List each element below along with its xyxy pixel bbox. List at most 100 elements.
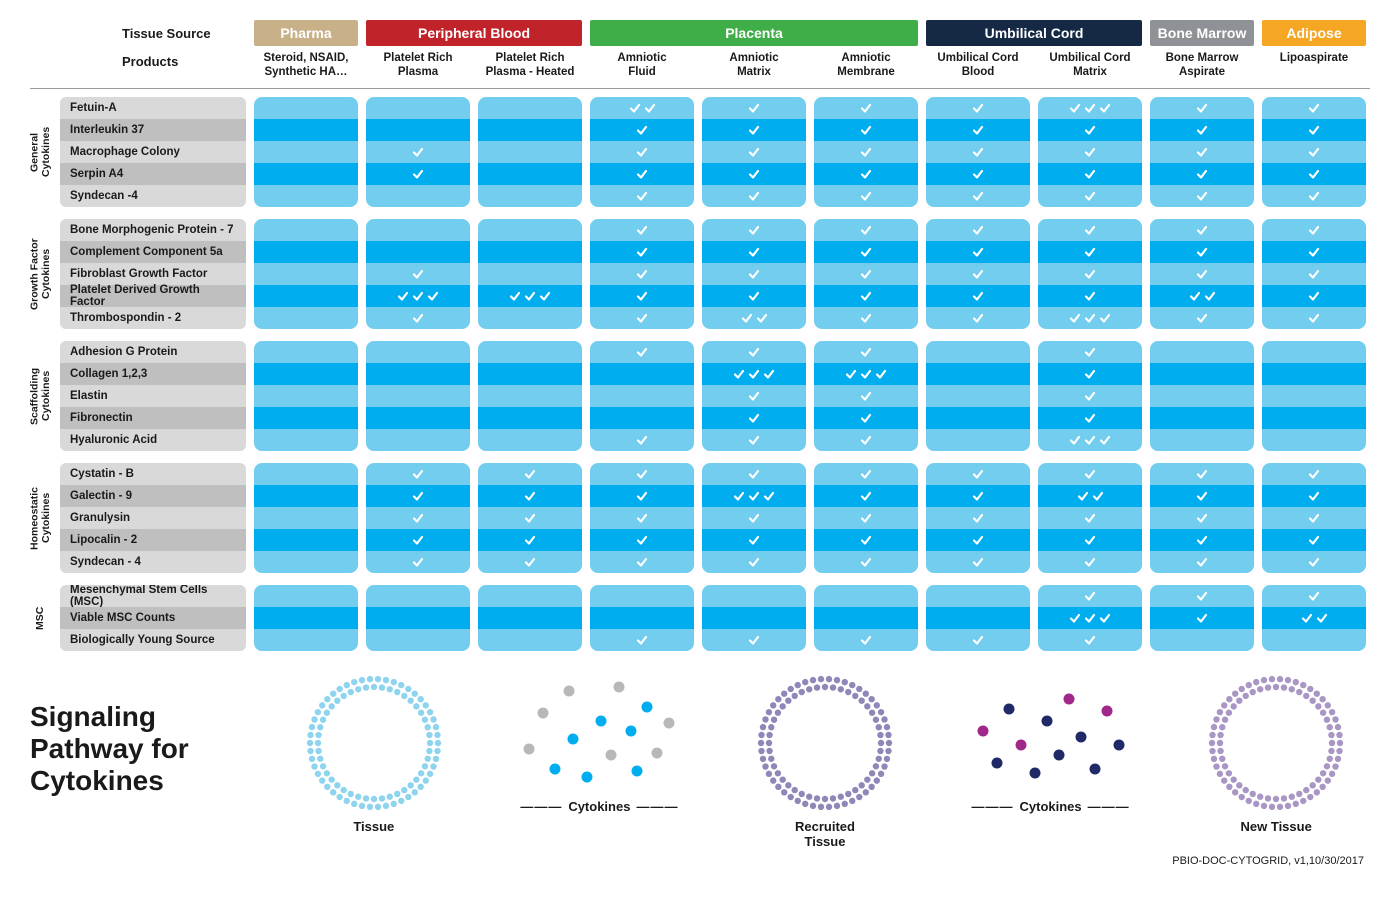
data-cell <box>926 185 1030 207</box>
data-block <box>1150 585 1254 651</box>
tissue-source-pill: Bone Marrow <box>1150 20 1254 46</box>
check-icon <box>411 145 425 159</box>
check-icon <box>740 311 754 325</box>
data-cell <box>1038 307 1142 329</box>
data-cell <box>366 363 470 385</box>
check-group <box>635 123 649 137</box>
data-cell <box>814 551 918 573</box>
data-cell <box>702 241 806 263</box>
check-group <box>747 289 761 303</box>
check-group <box>747 533 761 547</box>
data-cell <box>254 463 358 485</box>
data-block <box>926 219 1030 329</box>
check-icon <box>1307 555 1321 569</box>
data-cell <box>1262 585 1366 607</box>
check-icon <box>1195 189 1209 203</box>
check-group <box>859 245 873 259</box>
check-icon <box>859 267 873 281</box>
check-group <box>1083 533 1097 547</box>
check-group <box>971 311 985 325</box>
check-icon <box>971 467 985 481</box>
check-group <box>971 145 985 159</box>
check-group <box>971 289 985 303</box>
check-icon <box>1083 101 1097 115</box>
data-cell <box>478 141 582 163</box>
data-columns <box>254 97 1370 207</box>
check-group <box>1195 123 1209 137</box>
check-group <box>971 189 985 203</box>
check-icon <box>1315 611 1329 625</box>
check-icon <box>747 289 761 303</box>
data-cell <box>702 551 806 573</box>
check-icon <box>1083 533 1097 547</box>
product-label: Umbilical Cord Matrix <box>1038 48 1142 86</box>
product-label: Bone Marrow Aspirate <box>1150 48 1254 86</box>
check-group <box>747 345 761 359</box>
data-cell <box>1262 551 1366 573</box>
check-group <box>1195 245 1209 259</box>
data-cell <box>702 485 806 507</box>
data-block <box>1150 97 1254 207</box>
check-icon <box>411 467 425 481</box>
check-icon <box>747 467 761 481</box>
data-cell <box>366 185 470 207</box>
check-icon <box>1068 311 1082 325</box>
check-group <box>1195 267 1209 281</box>
data-cell <box>1150 385 1254 407</box>
data-cell <box>366 485 470 507</box>
data-cell <box>254 363 358 385</box>
row-label: Collagen 1,2,3 <box>60 363 246 385</box>
check-icon <box>508 289 522 303</box>
check-icon <box>747 245 761 259</box>
check-icon <box>1195 489 1209 503</box>
check-icon <box>1195 223 1209 237</box>
data-cell <box>1262 119 1366 141</box>
data-cell <box>254 385 358 407</box>
data-cell <box>702 263 806 285</box>
check-icon <box>635 223 649 237</box>
check-icon <box>971 533 985 547</box>
check-icon <box>1068 433 1082 447</box>
check-icon <box>747 511 761 525</box>
data-cell <box>1262 407 1366 429</box>
data-block <box>254 341 358 451</box>
data-cell <box>926 407 1030 429</box>
check-icon <box>859 101 873 115</box>
data-cell <box>366 463 470 485</box>
data-cell <box>590 263 694 285</box>
data-cell <box>1262 463 1366 485</box>
check-group <box>859 101 873 115</box>
data-cell <box>1038 485 1142 507</box>
data-cell <box>814 385 918 407</box>
check-icon <box>1083 289 1097 303</box>
check-group <box>1300 611 1329 625</box>
check-group <box>411 533 425 547</box>
data-cell <box>1262 185 1366 207</box>
check-icon <box>874 367 888 381</box>
data-cell <box>702 529 806 551</box>
stage-label: New Tissue <box>1241 819 1312 834</box>
data-block <box>702 219 806 329</box>
check-group <box>859 533 873 547</box>
check-icon <box>635 555 649 569</box>
check-icon <box>971 167 985 181</box>
data-block <box>1262 219 1366 329</box>
check-group <box>1076 489 1105 503</box>
data-cell <box>478 219 582 241</box>
data-cell <box>254 629 358 651</box>
check-group <box>971 223 985 237</box>
check-icon <box>635 467 649 481</box>
check-icon <box>1083 189 1097 203</box>
data-cell <box>590 407 694 429</box>
check-group <box>635 223 649 237</box>
data-block <box>254 585 358 651</box>
pathway: Signaling Pathway for CytokinesTissue———… <box>30 673 1370 849</box>
data-cell <box>1150 463 1254 485</box>
data-cell <box>814 407 918 429</box>
data-cell <box>590 119 694 141</box>
data-cell <box>478 607 582 629</box>
check-icon <box>1195 245 1209 259</box>
data-cell <box>1038 241 1142 263</box>
check-group <box>1195 311 1209 325</box>
data-cell <box>478 463 582 485</box>
